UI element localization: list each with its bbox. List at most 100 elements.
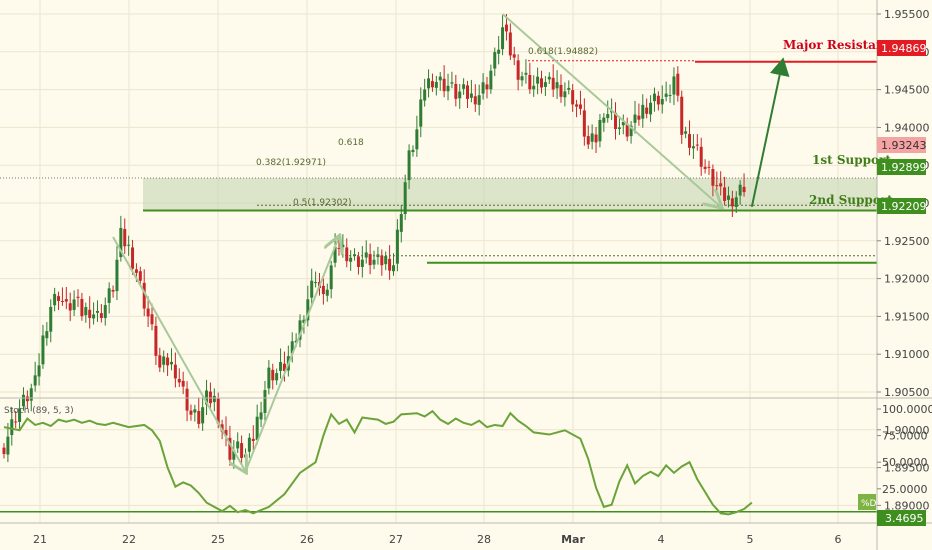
candle-body-148 [578,104,582,109]
candle-body-50 [197,410,201,424]
pattern-arrow-1 [244,237,338,472]
candle-body-12 [49,306,53,332]
candle-body-90 [353,254,357,257]
candle-body-42 [166,357,170,366]
candle-body-168 [656,95,660,105]
candle-body-109 [427,78,431,89]
candle-body-15 [60,300,64,302]
candle-body-25 [99,313,103,318]
current-price-text: 1.93243 [881,139,927,152]
fib-0618-right-label: 0.618(1.94882) [528,47,598,57]
candle-body-52 [205,390,209,405]
candle-body-62 [243,454,247,458]
candle-body-165 [645,107,649,114]
price-tick-12: 1.89500 [884,462,930,475]
candle-body-181 [707,166,711,168]
candle-body-136 [532,85,536,90]
candle-body-153 [598,119,602,142]
candle-body-182 [711,169,715,186]
candle-body-108 [423,89,427,101]
candle-body-18 [72,299,76,310]
candle-body-115 [450,82,454,84]
candle-body-141 [551,77,555,90]
candle-body-31 [123,229,127,247]
first-support-label: 1st Support [812,153,891,167]
first-support-price-box [877,159,926,175]
candle-body-114 [446,85,450,92]
candle-body-56 [220,424,224,432]
candle-body-82 [321,285,325,295]
candle-body-49 [193,409,197,413]
candle-body-19 [76,296,80,298]
candle-body-146 [571,90,575,105]
candle-body-187 [730,198,734,207]
candle-body-29 [115,259,119,292]
time-tick-8: 5 [747,533,754,546]
candle-body-28 [111,289,115,292]
fib-05-label: 0.5(1.92302) [293,198,352,208]
candle-body-8 [33,375,37,386]
candle-body-101 [395,229,399,264]
time-tick-2: 25 [211,533,225,546]
candle-body-91 [356,256,360,267]
candle-body-169 [660,99,664,105]
candle-body-54 [212,395,216,403]
pattern-arrow-2 [501,13,721,207]
candle-body-158 [617,127,621,129]
candle-body-183 [715,185,719,187]
candle-body-130 [508,32,512,56]
candle-body-21 [84,307,88,316]
stoch-tick-2: 50.0000 [882,456,928,469]
candle-body-4 [18,408,22,422]
candle-body-23 [92,314,96,319]
candle-body-149 [582,110,586,137]
candle-body-3 [14,421,18,423]
candle-body-132 [516,60,520,80]
candle-body-72 [282,363,286,371]
stoch-legend-tag [858,494,876,510]
candle-body-166 [649,102,653,115]
candle-body-63 [247,437,251,452]
candle-body-70 [275,373,279,381]
price-tick-6: 1.92500 [884,235,930,248]
candle-body-67 [263,390,267,413]
candles [2,14,746,469]
stoch-current-box [877,510,926,526]
candle-body-7 [29,388,33,401]
fib-0382-label: 0.382(1.92971) [256,158,326,168]
candle-body-170 [664,93,668,97]
candle-body-74 [290,341,294,354]
price-tick-11: 1.90000 [884,424,930,437]
candle-body-78 [306,299,310,321]
candle-body-20 [80,298,84,317]
candle-body-45 [177,378,181,383]
candle-body-32 [127,244,131,246]
stoch-title: Stoch (89, 5, 3) [4,406,74,416]
candle-body-2 [10,419,14,436]
candle-body-75 [294,340,298,343]
candle-body-93 [364,252,368,258]
candle-body-43 [169,361,173,365]
candle-body-10 [41,335,45,365]
candle-body-51 [201,407,205,424]
candle-body-138 [540,78,544,88]
candle-body-123 [481,82,485,94]
candle-body-184 [719,183,723,187]
candle-body-118 [462,84,466,89]
time-tick-4: 27 [389,533,403,546]
candle-body-127 [497,49,501,54]
candle-body-53 [208,391,212,404]
first-support-price-text: 1.92899 [881,161,927,174]
candle-body-38 [150,314,154,325]
candle-body-84 [329,265,333,290]
candle-body-46 [181,380,185,387]
candle-body-36 [142,282,146,309]
major-resistance-label: Major Resistance [783,38,900,52]
candle-body-26 [103,305,107,318]
candle-body-41 [162,356,166,365]
stoch-tick-1: 75.0000 [882,430,928,443]
resistance-price-text: 1.94869 [881,42,927,55]
candle-body-186 [726,195,730,200]
candle-body-87 [341,244,345,248]
